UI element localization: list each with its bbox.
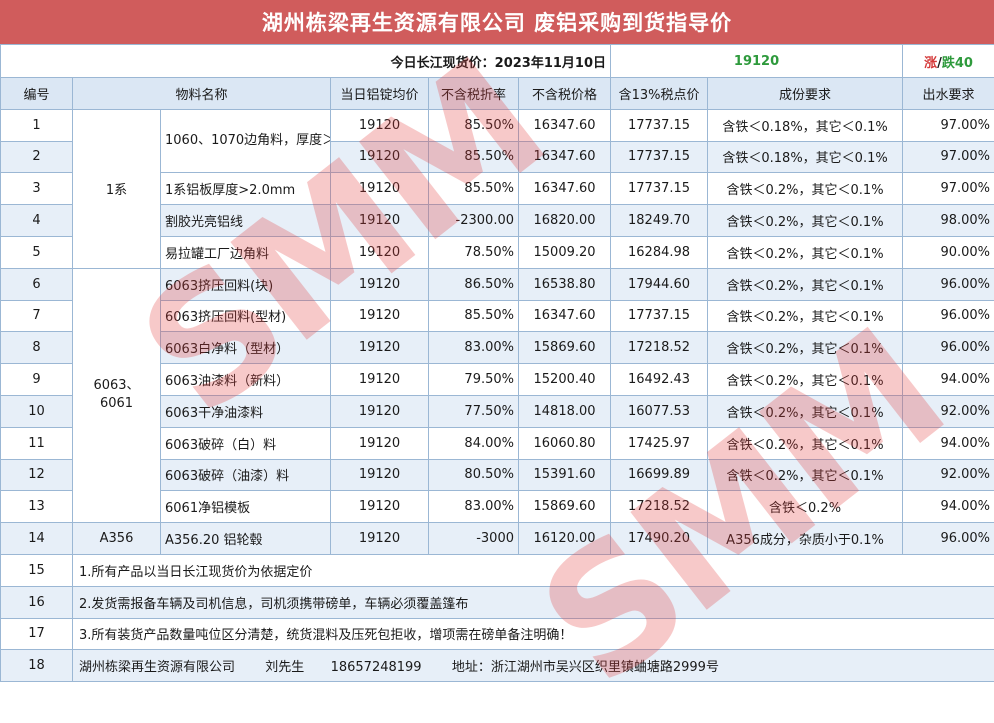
- footer-address: 地址：浙江湖州市吴兴区织里镇蛐塘路2999号: [452, 660, 719, 675]
- footer-company: 湖州栋梁再生资源有限公司: [79, 660, 235, 675]
- material-name: 6063破碎（白）料: [161, 427, 331, 459]
- note-row: 17 3.所有装货产品数量吨位区分清楚，统货混料及压死包拒收，增项需在磅单备注明…: [1, 618, 994, 650]
- group-6063: 6063、 6061: [73, 268, 161, 522]
- note-text: 3.所有装货产品数量吨位区分清楚，统货混料及压死包拒收，增项需在磅单备注明确！: [73, 618, 994, 650]
- header-tax: 含13%税点价: [611, 78, 708, 110]
- note-row: 15 1.所有产品以当日长江现货价为依据定价: [1, 554, 994, 586]
- material-name: 6063挤压回料(型材): [161, 300, 331, 332]
- material-name: 6063破碎（油漆）料: [161, 459, 331, 491]
- header-rate: 不含税折率: [429, 78, 519, 110]
- note-row: 16 2.发货需报备车辆及司机信息，司机须携带磅单，车辆必须覆盖篷布: [1, 586, 994, 618]
- note-text: 1.所有产品以当日长江现货价为依据定价: [73, 554, 994, 586]
- price-row: 今日长江现货价：2023年11月10日 19120 涨/跌40: [1, 45, 994, 78]
- spot-price-label: 今日长江现货价：2023年11月10日: [1, 45, 611, 78]
- price-table: 今日长江现货价：2023年11月10日 19120 涨/跌40 编号 物料名称 …: [0, 44, 994, 682]
- change-value: 40: [955, 56, 973, 71]
- header-spec: 成份要求: [708, 78, 903, 110]
- sheet-title: 湖州栋梁再生资源有限公司 废铝采购到货指导价: [0, 0, 994, 44]
- price-change: 涨/跌40: [903, 45, 994, 78]
- material-name: 6063干净油漆料: [161, 395, 331, 427]
- table-row: 6 6063、 6061 6063挤压回料(块) 19120 86.50% 16…: [1, 268, 994, 300]
- material-name: 割胶光亮铝线: [161, 205, 331, 237]
- header-material: 物料名称: [73, 78, 331, 110]
- material-name: 6063白净料（型材）: [161, 332, 331, 364]
- note-text: 2.发货需报备车辆及司机信息，司机须携带磅单，车辆必须覆盖篷布: [73, 586, 994, 618]
- table-row: 14 A356 A356.20 铝轮毂 19120 -3000 16120.00…: [1, 523, 994, 555]
- table-row: 1 1系 1060、1070边角料，厚度＞2.0mm 19120 85.50% …: [1, 109, 994, 141]
- footer-contact: 刘先生: [265, 660, 304, 675]
- header-net: 不含税价格: [519, 78, 611, 110]
- change-up-label: 涨: [924, 56, 937, 71]
- footer-info: 湖州栋梁再生资源有限公司 刘先生 18657248199 地址：浙江湖州市吴兴区…: [73, 650, 994, 682]
- header-yield: 出水要求: [903, 78, 994, 110]
- footer-row: 18 湖州栋梁再生资源有限公司 刘先生 18657248199 地址：浙江湖州市…: [1, 650, 994, 682]
- material-name: 1060、1070边角料，厚度＞2.0mm: [161, 109, 331, 173]
- group-1: 1系: [73, 109, 161, 268]
- material-name: 易拉罐工厂边角料: [161, 236, 331, 268]
- material-name: 6063挤压回料(块): [161, 268, 331, 300]
- header-no: 编号: [1, 78, 73, 110]
- material-name: 6063油漆料（新料）: [161, 364, 331, 396]
- group-a356: A356: [73, 523, 161, 555]
- change-down-label: 跌: [942, 56, 955, 71]
- material-name: A356.20 铝轮毂: [161, 523, 331, 555]
- footer-phone: 18657248199: [331, 660, 422, 675]
- spot-price-value: 19120: [611, 45, 903, 78]
- header-avg: 当日铝锭均价: [331, 78, 429, 110]
- header-row: 编号 物料名称 当日铝锭均价 不含税折率 不含税价格 含13%税点价 成份要求 …: [1, 78, 994, 110]
- material-name: 1系铝板厚度>2.0mm: [161, 173, 331, 205]
- material-name: 6061净铝模板: [161, 491, 331, 523]
